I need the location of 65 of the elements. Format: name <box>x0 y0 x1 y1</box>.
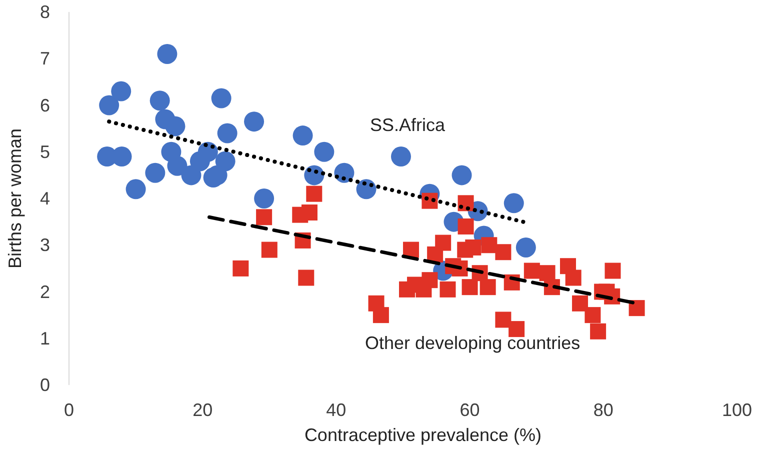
point <box>440 281 456 298</box>
point <box>254 188 274 208</box>
point <box>572 295 588 312</box>
y-axis-title: Births per woman <box>5 128 25 269</box>
point <box>298 270 314 286</box>
point <box>217 123 238 144</box>
point <box>211 88 232 108</box>
point <box>458 218 474 234</box>
point <box>181 165 202 186</box>
x-tick-label: 80 <box>593 400 614 420</box>
point <box>292 126 313 146</box>
y-tick-label: 1 <box>40 328 50 348</box>
point <box>452 165 472 186</box>
point <box>165 116 186 136</box>
point <box>314 142 334 162</box>
point <box>157 44 178 64</box>
y-tick-label: 7 <box>40 48 50 69</box>
y-tick-label: 3 <box>40 235 50 256</box>
point <box>99 95 120 116</box>
point <box>508 321 525 338</box>
point <box>516 237 536 258</box>
point <box>256 209 272 226</box>
x-tick-label: 60 <box>460 400 480 420</box>
point <box>356 179 376 200</box>
point <box>167 156 188 176</box>
point <box>480 279 496 296</box>
point <box>584 307 601 324</box>
y-tick-label: 0 <box>40 375 50 395</box>
point <box>111 81 132 102</box>
point <box>462 279 478 296</box>
y-tick-label: 6 <box>40 95 50 116</box>
point <box>261 242 278 258</box>
point <box>504 193 524 214</box>
point <box>150 90 170 111</box>
point <box>604 262 621 279</box>
series-label: SS.Africa <box>370 115 446 135</box>
point <box>232 260 249 276</box>
point <box>301 204 318 220</box>
y-tick-label: 8 <box>40 2 50 22</box>
y-tick-label: 5 <box>40 142 50 162</box>
x-tick-label: 0 <box>64 400 74 420</box>
point <box>244 112 264 132</box>
x-tick-label: 20 <box>192 400 213 420</box>
point <box>145 162 166 183</box>
point <box>495 244 512 260</box>
point <box>198 142 218 162</box>
x-axis-title: Contraceptive prevalence (%) <box>304 425 542 445</box>
point <box>628 300 645 316</box>
point <box>565 270 582 286</box>
x-tick-label: 40 <box>326 400 346 420</box>
series-label: Other developing countries <box>365 333 580 353</box>
y-tick-label: 4 <box>40 188 50 208</box>
point <box>481 237 498 254</box>
point <box>372 307 389 324</box>
point <box>306 186 322 202</box>
point <box>590 323 606 340</box>
point <box>435 234 452 251</box>
y-tick-label: 2 <box>40 282 50 302</box>
point <box>465 239 482 256</box>
point <box>539 265 556 282</box>
x-tick-label: 100 <box>722 400 752 420</box>
point <box>524 262 540 279</box>
point <box>495 312 512 328</box>
point <box>126 179 146 200</box>
point <box>390 146 411 167</box>
